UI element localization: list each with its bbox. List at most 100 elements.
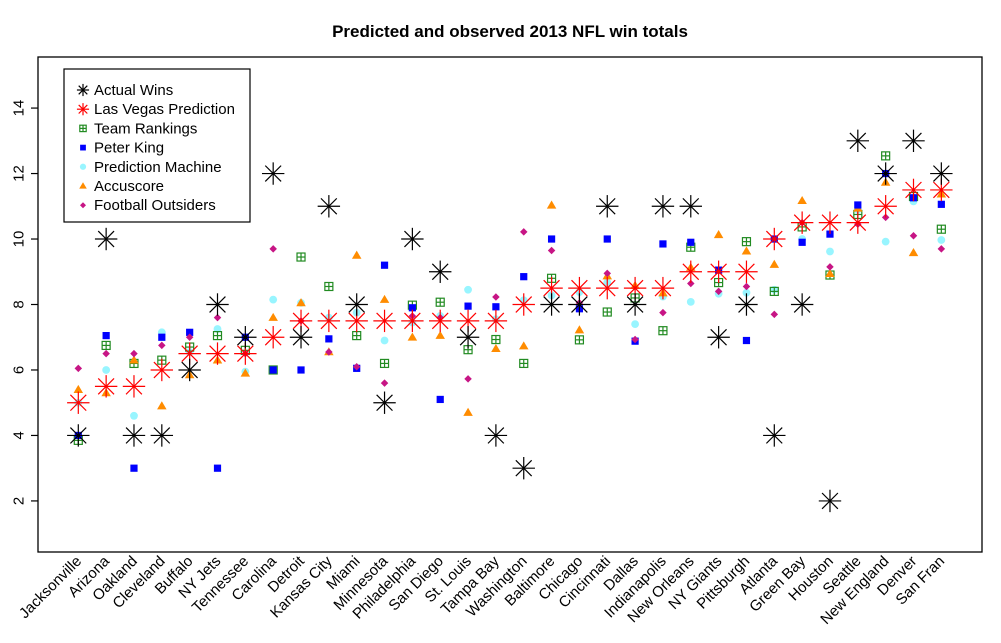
- legend-item: Peter King: [80, 140, 164, 157]
- data-point: [631, 320, 639, 329]
- data-point: [289, 326, 313, 349]
- data-point: [158, 333, 166, 341]
- y-axis: 2 4 6 8 10 12 14: [11, 100, 38, 505]
- data-point: [937, 200, 945, 208]
- data-point: [679, 260, 702, 283]
- data-point: [540, 293, 563, 316]
- data-point: [401, 309, 424, 333]
- data-point: [902, 129, 925, 153]
- data-point: [436, 395, 444, 404]
- data-point: [67, 424, 90, 447]
- data-point: [435, 297, 445, 307]
- data-point: [456, 326, 480, 349]
- data-point: [825, 268, 835, 278]
- data-point: [881, 237, 890, 246]
- data-point: [129, 355, 139, 364]
- legend-label: Prediction Machine: [94, 159, 222, 176]
- data-point: [769, 259, 780, 268]
- data-points: [67, 129, 953, 513]
- data-point: [463, 407, 473, 416]
- data-point: [491, 343, 501, 353]
- data-point: [937, 245, 946, 253]
- data-point: [150, 358, 174, 382]
- data-point: [902, 178, 925, 202]
- data-point: [770, 310, 779, 319]
- data-point: [937, 236, 946, 244]
- y-tick-label: 10: [11, 231, 28, 248]
- data-point: [379, 358, 390, 369]
- data-point: [797, 195, 807, 205]
- y-tick-label: 8: [11, 300, 28, 308]
- data-point: [380, 336, 389, 345]
- data-point: [464, 375, 472, 383]
- y-tick-label: 4: [11, 431, 28, 439]
- data-point: [178, 358, 201, 382]
- data-point: [351, 250, 362, 259]
- data-point: [435, 330, 445, 339]
- data-point: [686, 297, 695, 306]
- legend-marker: [80, 202, 86, 209]
- data-point: [874, 162, 897, 185]
- data-point: [317, 195, 341, 218]
- data-point: [67, 391, 90, 414]
- data-point: [707, 326, 730, 349]
- data-point: [547, 235, 556, 243]
- legend-item: Accuscore: [79, 178, 164, 195]
- data-point: [826, 247, 834, 256]
- series-accuscore: [73, 177, 947, 416]
- legend-label: Peter King: [94, 140, 164, 157]
- legend-item: Prediction Machine: [79, 159, 222, 176]
- data-point: [546, 200, 557, 209]
- legend-label: Team Rankings: [94, 120, 197, 137]
- data-point: [512, 293, 535, 316]
- data-point: [401, 227, 424, 251]
- data-point: [296, 252, 306, 262]
- data-point: [909, 232, 918, 240]
- data-point: [520, 273, 528, 281]
- data-point: [73, 384, 84, 393]
- data-point: [74, 364, 83, 373]
- data-point: [826, 263, 834, 271]
- data-point: [714, 287, 723, 296]
- series-prediction-machine: [74, 197, 946, 420]
- legend-box: [63, 68, 251, 223]
- data-point: [240, 368, 251, 377]
- data-point: [373, 391, 396, 414]
- legend-marker: [79, 182, 87, 189]
- data-point: [380, 261, 389, 269]
- data-point: [122, 424, 146, 447]
- data-point: [547, 246, 556, 255]
- legend-label: Actual Wins: [94, 82, 173, 99]
- data-point: [297, 366, 305, 374]
- data-point: [735, 260, 758, 283]
- data-point: [150, 424, 174, 447]
- data-point: [596, 195, 619, 218]
- legend-label: Accuscore: [94, 178, 164, 195]
- data-point: [519, 228, 528, 236]
- legend-label: Football Outsiders: [94, 197, 216, 214]
- data-point: [345, 293, 368, 316]
- data-point: [936, 224, 946, 234]
- data-point: [874, 195, 897, 218]
- data-point: [518, 341, 529, 350]
- data-point: [269, 366, 277, 374]
- data-point: [325, 335, 333, 343]
- data-point: [352, 362, 361, 371]
- data-point: [603, 269, 612, 278]
- data-point: [659, 308, 667, 317]
- data-point: [484, 309, 508, 333]
- data-point: [713, 230, 724, 239]
- data-point: [491, 334, 501, 345]
- data-point: [492, 293, 500, 301]
- data-point: [707, 260, 730, 283]
- data-point: [623, 293, 647, 316]
- y-tick-label: 14: [11, 100, 28, 117]
- data-point: [908, 248, 919, 257]
- data-point: [603, 235, 611, 243]
- legend-item: Las Vegas Prediction: [76, 101, 235, 118]
- data-point: [741, 237, 752, 247]
- data-point: [742, 282, 751, 291]
- data-point: [269, 295, 278, 304]
- chart-title: Predicted and observed 2013 NFL win tota…: [332, 22, 688, 41]
